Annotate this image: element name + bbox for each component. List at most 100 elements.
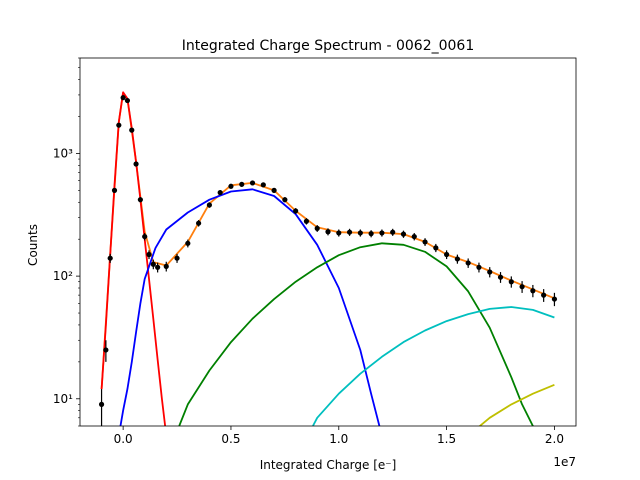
data-point: [174, 253, 180, 263]
data-point: [390, 228, 396, 236]
data-point: [368, 230, 374, 238]
data-marker: [217, 189, 223, 196]
data-marker: [541, 292, 547, 298]
data-marker: [433, 245, 439, 251]
data-marker: [116, 122, 122, 128]
data-marker: [155, 264, 161, 270]
data-point: [116, 122, 122, 128]
x-tick-label: 0.5: [221, 432, 240, 446]
fit-curve-2: [100, 91, 167, 426]
axis-ticks: 0.0 0.5 1.0 1.5 2.0 10¹ 10² 10³: [53, 57, 564, 446]
y-axis-label: Counts: [26, 224, 40, 266]
data-point: [150, 259, 156, 270]
data-point: [142, 233, 148, 241]
fit-curve-1: [100, 92, 555, 390]
data-marker: [379, 230, 385, 236]
data-point: [551, 292, 558, 307]
data-marker: [228, 183, 234, 189]
data-marker: [142, 233, 148, 240]
data-point: [228, 183, 234, 189]
data-point: [293, 208, 299, 214]
data-marker: [346, 229, 353, 235]
data-marker: [422, 239, 428, 245]
data-point: [217, 189, 223, 196]
data-marker: [476, 264, 482, 270]
fit-curve-3: [119, 188, 381, 426]
data-marker: [325, 229, 331, 235]
data-point: [444, 250, 450, 260]
data-point: [185, 239, 191, 248]
x-tick-label: 1.0: [329, 432, 348, 446]
data-point: [137, 197, 143, 203]
data-point: [163, 261, 169, 272]
y-tick-label: 10¹: [53, 392, 73, 406]
data-point: [111, 187, 118, 193]
data-point: [357, 229, 363, 237]
data-point: [271, 187, 277, 193]
x-tick-label: 1.5: [437, 432, 456, 446]
data-point: [155, 262, 161, 273]
data-marker: [239, 181, 245, 187]
data-marker: [185, 240, 191, 246]
data-marker: [293, 208, 299, 214]
data-point: [124, 97, 131, 104]
data-point: [249, 180, 256, 186]
data-point: [129, 127, 135, 133]
data-marker: [508, 279, 514, 285]
data-marker: [411, 233, 417, 240]
data-point: [103, 340, 109, 362]
data-marker: [107, 255, 113, 261]
data-marker: [303, 218, 310, 224]
x-tick-label: 2.0: [545, 432, 564, 446]
x-axis-label: Integrated Charge [e⁻]: [260, 458, 397, 472]
data-point: [303, 218, 310, 225]
data-marker: [124, 97, 131, 104]
data-point: [107, 253, 113, 263]
data-point: [530, 284, 536, 298]
data-marker: [146, 251, 152, 258]
data-point: [433, 243, 439, 253]
data-marker: [98, 401, 105, 407]
data-marker: [390, 229, 396, 235]
data-marker: [519, 284, 525, 290]
data-point: [541, 289, 547, 302]
data-point: [260, 182, 266, 188]
data-point: [206, 202, 212, 208]
data-marker: [497, 274, 504, 280]
data-point: [519, 281, 525, 293]
data-marker: [206, 202, 212, 208]
data-point: [487, 267, 493, 278]
data-point: [454, 254, 460, 264]
data-point: [476, 262, 482, 273]
data-marker: [111, 187, 118, 193]
data-point: [336, 229, 342, 237]
fit-curve-6: [478, 383, 555, 426]
data-point: [508, 276, 514, 288]
data-marker: [454, 256, 460, 262]
data-marker: [249, 180, 256, 186]
plot-frame: [79, 57, 577, 427]
data-point: [120, 95, 126, 101]
data-point: [196, 220, 202, 227]
x-tick-label: 0.0: [114, 432, 133, 446]
data-point: [400, 230, 407, 238]
data-marker: [444, 251, 450, 258]
data-marker: [357, 230, 363, 236]
data-marker: [174, 255, 180, 261]
data-marker: [137, 197, 143, 203]
data-marker: [163, 263, 169, 270]
data-point: [282, 197, 288, 203]
x-axis-offset-label: 1e7: [553, 455, 576, 469]
data-marker: [260, 182, 266, 188]
y-tick-label: 10²: [53, 269, 73, 283]
data-point: [465, 258, 471, 268]
data-marker: [282, 197, 288, 203]
data-marker: [551, 296, 558, 302]
data-point: [239, 181, 245, 187]
data-point: [314, 225, 320, 232]
data-marker: [103, 347, 109, 353]
data-marker: [465, 260, 471, 266]
data-marker: [133, 161, 139, 167]
y-tick-label: 10³: [53, 146, 73, 160]
